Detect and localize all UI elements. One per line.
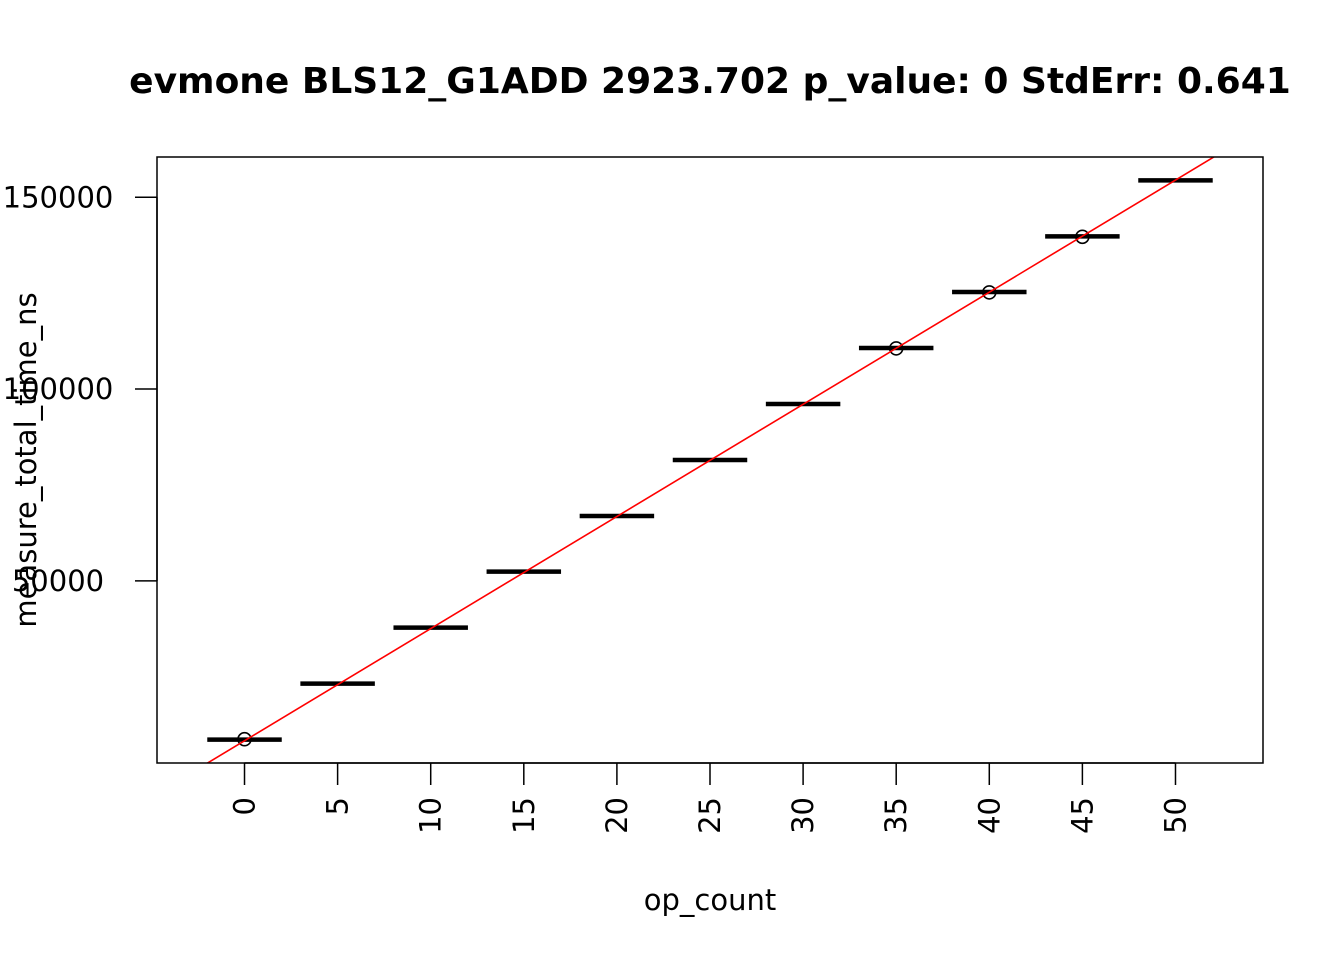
x-tick-label: 40 <box>972 797 1006 834</box>
y-tick-label: 100000 <box>3 372 114 406</box>
x-tick-label: 20 <box>600 797 634 834</box>
x-tick-label: 35 <box>879 797 913 834</box>
outlier-point <box>1075 229 1090 245</box>
x-axis-label: op_count <box>644 883 776 917</box>
y-axis-label: measure_total_time_ns <box>9 292 43 627</box>
x-tick-label: 50 <box>1158 797 1192 834</box>
outlier-point <box>981 285 997 300</box>
y-tick-label: 50000 <box>12 564 104 598</box>
x-tick-label: 5 <box>321 797 355 815</box>
chart-title: evmone BLS12_G1ADD 2923.702 p_value: 0 S… <box>129 61 1291 102</box>
x-tick-label: 15 <box>507 797 541 834</box>
x-tick-label: 10 <box>414 797 448 834</box>
x-axis: 0 5 10 15 20 25 30 35 40 45 50 <box>228 762 1192 834</box>
x-tick-label: 45 <box>1065 797 1099 834</box>
x-tick-label: 0 <box>228 797 262 815</box>
x-tick-label: 30 <box>786 797 820 834</box>
x-tick-label: 25 <box>693 797 727 834</box>
outlier-point <box>237 731 252 747</box>
plot-area <box>206 157 1216 763</box>
y-axis: 50000 100000 150000 <box>3 180 158 598</box>
y-tick-label: 150000 <box>3 180 114 214</box>
outlier-point <box>888 341 904 356</box>
regression-line <box>206 157 1216 763</box>
